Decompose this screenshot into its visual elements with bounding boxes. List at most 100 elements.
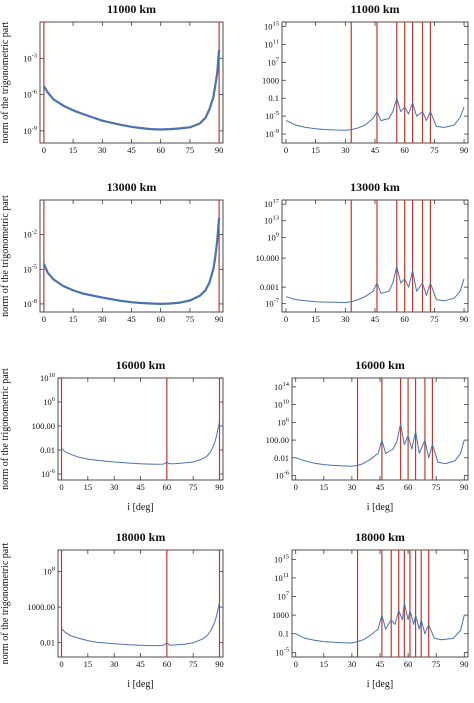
chart-panel-7: 18000 km 0 15 30 45 60 75 90 0.01 1000.00 108 i [de…	[0, 530, 224, 690]
x-tick-label: 75	[430, 314, 439, 324]
x-tick-label: 15	[84, 659, 93, 669]
series-line	[42, 49, 221, 131]
y-axis-label: norm of the trigonometric part	[0, 21, 11, 143]
x-tick-label: 90	[460, 659, 469, 669]
y-tick-label: 107	[277, 591, 290, 602]
x-tick-label: 45	[136, 659, 145, 669]
chart-panel-4: 13000 km 0 15 30 45 60 75 90 10-7 0.001 10.000 109 1…	[256, 180, 469, 324]
chart-panel-8: 18000 km 0 15 30 45 60 75 90 10-5 0.1 1000 107 1011 1…	[272, 530, 469, 690]
y-tick-label: 10-9	[265, 128, 279, 139]
x-tick-label: 45	[371, 314, 380, 324]
x-tick-label: 45	[136, 482, 145, 492]
x-tick-label: 15	[311, 145, 320, 155]
chart-title: 18000 km	[355, 530, 405, 544]
chart-panel-3: 13000 km 0 15 30 45 60 75 90 10-8 10-5 10-2 norm of…	[0, 180, 224, 324]
y-tick-label: 10-7	[265, 298, 280, 309]
series-line	[295, 602, 465, 644]
y-tick-label: 1015	[274, 553, 289, 564]
x-axis-label: i [deg]	[367, 502, 393, 513]
chart-panel-5: 16000 km 0 15 30 45 60 75 90 10-6 0.01 100.00 106 10…	[0, 358, 224, 513]
x-tick-label: 15	[311, 314, 320, 324]
x-tick-label: 0	[284, 314, 288, 324]
chart-title: 18000 km	[116, 530, 166, 544]
y-tick-label: 108	[43, 565, 55, 576]
x-tick-label: 75	[186, 314, 195, 324]
y-tick-label: 10.000	[256, 253, 279, 263]
x-tick-label: 15	[69, 314, 78, 324]
y-tick-label: 1014	[274, 381, 290, 392]
x-tick-label: 45	[376, 659, 385, 669]
y-axis-label: norm of the trigonometric part	[0, 542, 11, 664]
x-tick-label: 30	[341, 314, 350, 324]
x-tick-label: 75	[432, 659, 441, 669]
y-tick-label: 10-5	[275, 646, 289, 657]
y-tick-label: 1010	[274, 399, 289, 410]
y-tick-label: 10-3	[23, 52, 37, 63]
x-tick-label: 30	[348, 482, 357, 492]
chart-panel-1: 11000 km 0 15 30 45 60 75 90 10-9 10-6 10-3 norm of…	[0, 2, 224, 155]
chart-title: 11000 km	[107, 2, 156, 16]
y-tick-label: 10-6	[23, 89, 38, 100]
x-tick-label: 90	[215, 659, 224, 669]
x-tick-label: 60	[163, 659, 172, 669]
x-tick-label: 60	[156, 314, 165, 324]
y-tick-label: 10-6	[41, 468, 56, 479]
plot-frame	[57, 377, 224, 481]
series-line	[285, 97, 465, 131]
y-tick-label: 0.01	[40, 638, 55, 648]
x-tick-label: 30	[110, 482, 119, 492]
y-tick-label: 1013	[264, 215, 279, 226]
y-tick-label: 109	[267, 231, 279, 242]
x-tick-label: 60	[163, 482, 172, 492]
y-tick-label: 1000	[272, 610, 289, 620]
chart-title: 13000 km	[107, 180, 157, 194]
chart-title: 11000 km	[350, 2, 399, 16]
x-axis-label: i [deg]	[367, 679, 393, 690]
x-tick-label: 75	[186, 145, 195, 155]
y-tick-label: 10-8	[23, 298, 37, 309]
x-tick-label: 75	[189, 659, 198, 669]
chart-title: 16000 km	[116, 358, 166, 372]
x-tick-label: 75	[430, 145, 439, 155]
x-tick-label: 90	[460, 145, 469, 155]
x-tick-label: 60	[400, 314, 409, 324]
y-tick-label: 1011	[264, 38, 279, 49]
x-tick-label: 30	[98, 145, 107, 155]
y-axis-label: norm of the trigonometric part	[0, 368, 11, 490]
x-tick-label: 0	[284, 145, 288, 155]
x-tick-label: 0	[42, 145, 46, 155]
x-tick-label: 75	[432, 482, 441, 492]
y-tick-label: 10-5	[265, 110, 279, 121]
x-tick-label: 0	[294, 482, 298, 492]
series-line	[61, 421, 220, 465]
y-tick-label: 1000	[262, 75, 279, 85]
series-line	[61, 601, 220, 647]
x-tick-label: 90	[215, 145, 224, 155]
y-tick-label: 100.00	[266, 435, 289, 445]
y-tick-label: 107	[267, 56, 280, 67]
y-tick-label: 10-9	[23, 125, 37, 136]
x-tick-label: 90	[215, 482, 224, 492]
y-tick-label: 100.00	[32, 421, 55, 431]
x-tick-label: 60	[404, 482, 413, 492]
x-tick-label: 0	[294, 659, 298, 669]
x-tick-label: 45	[371, 145, 380, 155]
chart-panel-2: 11000 km 0 15 30 45 60 75 90 10-9 10-5 0.1 1000 107 1…	[262, 2, 469, 155]
x-tick-label: 0	[59, 659, 63, 669]
y-tick-label: 1017	[264, 198, 280, 209]
y-tick-label: 1015	[264, 20, 279, 31]
y-tick-label: 1010	[40, 372, 55, 383]
y-axis-label: norm of the trigonometric part	[0, 195, 11, 317]
y-tick-label: 106	[277, 416, 290, 427]
x-tick-label: 90	[215, 314, 224, 324]
y-tick-label: 0.1	[268, 93, 279, 103]
x-tick-label: 60	[156, 145, 165, 155]
x-tick-label: 45	[127, 145, 136, 155]
chart-panel-6: 16000 km 0 15 30 45 60 75 90 10-6 0.01 100.00 106 10…	[266, 358, 469, 513]
x-tick-label: 15	[320, 659, 329, 669]
plot-frame	[39, 199, 224, 313]
y-tick-label: 0.01	[40, 445, 55, 455]
y-tick-label: 1011	[274, 572, 289, 583]
x-tick-label: 30	[341, 145, 350, 155]
